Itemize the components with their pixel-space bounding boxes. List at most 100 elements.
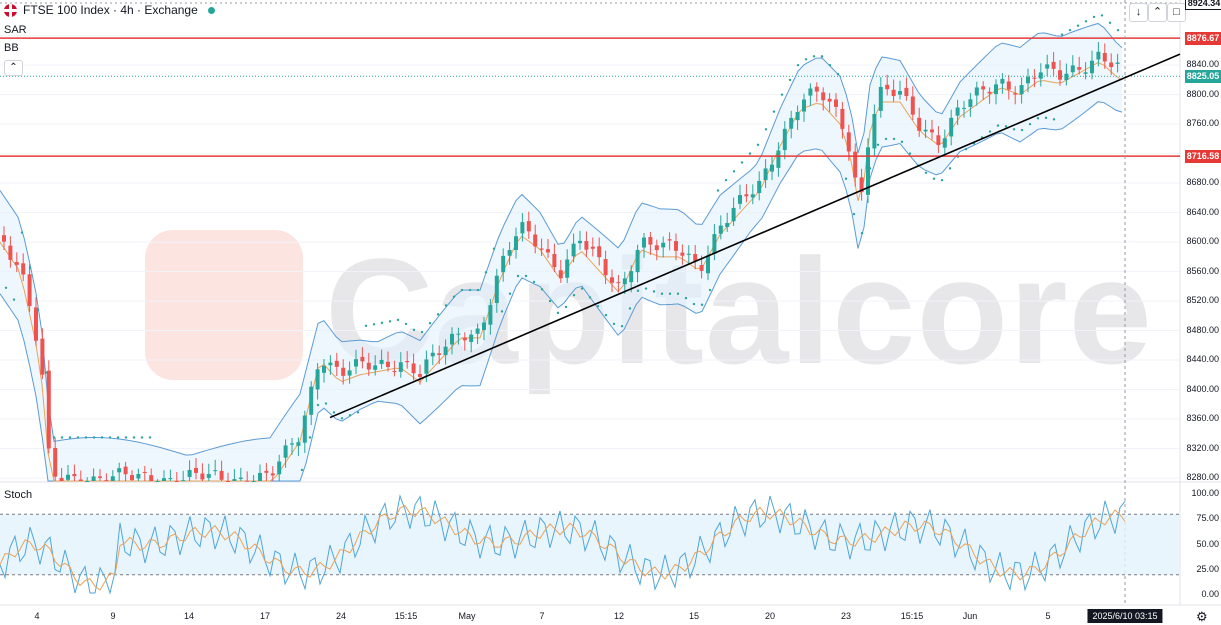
- candle-body: [142, 472, 147, 474]
- sar-dot: [828, 63, 832, 67]
- sar-dot: [396, 318, 400, 322]
- candle-body: [123, 466, 128, 475]
- sar-dot: [892, 137, 896, 141]
- candle-body: [405, 361, 410, 363]
- time-tick-label: 24: [335, 611, 347, 621]
- candle-body: [635, 249, 640, 273]
- sar-dot: [524, 274, 528, 278]
- sar-dot: [388, 320, 392, 323]
- sar-dot: [596, 305, 600, 308]
- candle-body: [66, 474, 70, 480]
- price-tick-label: 8480.00: [1186, 324, 1219, 335]
- candle-body: [53, 447, 58, 477]
- price-tick-label: 8520.00: [1186, 295, 1219, 306]
- candle-body: [296, 442, 301, 446]
- sar-dot: [300, 468, 304, 472]
- collapse-indicators-button[interactable]: ⌃: [4, 60, 23, 76]
- candle-body: [373, 365, 378, 370]
- candle-body: [418, 374, 422, 377]
- chart-legend: FTSE 100 Index · 4h · Exchange: [4, 3, 215, 17]
- collapse-pane-button[interactable]: ⌃: [1148, 3, 1167, 22]
- sar-dot: [844, 177, 848, 180]
- sar-dot: [876, 143, 880, 146]
- stoch-tick-label: 50.00: [1196, 538, 1219, 549]
- sar-dot: [604, 313, 608, 317]
- candle-body: [840, 108, 845, 129]
- candle-body: [334, 360, 339, 367]
- time-tick-label: 23: [840, 611, 852, 621]
- price-tick-label: 8440.00: [1186, 354, 1219, 365]
- candle-body: [258, 472, 262, 481]
- price-tick-label: 8320.00: [1186, 442, 1219, 453]
- top-price-tag: 8924.34: [1185, 0, 1221, 10]
- candle-body: [72, 474, 77, 477]
- candle-body: [674, 241, 678, 251]
- sar-dot: [924, 171, 928, 175]
- candle-body: [283, 445, 288, 458]
- time-tick-label: 17: [259, 611, 271, 621]
- sar-dot: [20, 231, 24, 234]
- market-status-icon: [207, 6, 215, 14]
- indicator-stoch[interactable]: Stoch: [4, 489, 33, 501]
- candle-body: [469, 334, 474, 342]
- candle-body: [302, 415, 307, 443]
- stoch-tick-label: 25.00: [1196, 563, 1219, 574]
- candle-body: [456, 333, 461, 335]
- last-price-tag: 8825.05: [1185, 70, 1221, 84]
- crosshair-time-label: 2025/6/10 03:15: [1087, 609, 1163, 623]
- candle-body: [482, 322, 486, 331]
- candle-body: [610, 277, 614, 283]
- settings-gear-icon[interactable]: ⚙: [1196, 609, 1208, 624]
- candle-body: [488, 305, 493, 325]
- time-tick-label: 12: [613, 611, 625, 621]
- scroll-down-button[interactable]: ↓: [1129, 3, 1148, 22]
- candle-body: [782, 128, 787, 151]
- candle-body: [155, 481, 160, 482]
- sar-dot: [732, 170, 736, 173]
- sar-dot: [340, 417, 344, 420]
- indicator-bb[interactable]: BB: [4, 42, 19, 54]
- candle-body: [546, 249, 550, 253]
- level-price-tag: 8876.67: [1185, 32, 1221, 46]
- uk-flag-icon: [4, 3, 17, 17]
- candle-body: [462, 337, 467, 341]
- sar-dot: [1108, 21, 1112, 24]
- candle-body: [898, 91, 902, 95]
- sar-dot: [996, 124, 1000, 127]
- chart-title[interactable]: FTSE 100 Index · 4h · Exchange: [23, 3, 198, 17]
- maximize-pane-button[interactable]: □: [1167, 3, 1186, 22]
- indicator-sar[interactable]: SAR: [4, 24, 27, 36]
- candle-body: [187, 469, 192, 477]
- candle-body: [360, 356, 365, 362]
- stoch-k-line: [0, 494, 1126, 595]
- candle-body: [392, 371, 397, 373]
- sar-dot: [836, 72, 840, 76]
- candle-body: [366, 362, 371, 370]
- sar-dot: [444, 304, 448, 307]
- candle-body: [78, 479, 83, 481]
- candle-body: [578, 240, 582, 244]
- candle-body: [130, 475, 134, 481]
- sar-dot: [652, 290, 656, 293]
- candle-body: [14, 262, 19, 265]
- sar-dot: [860, 232, 864, 235]
- candle-body: [590, 246, 595, 249]
- sar-dot: [804, 58, 808, 61]
- candle-body: [571, 243, 576, 257]
- price-tick-label: 8640.00: [1186, 206, 1219, 217]
- candle-body: [891, 89, 896, 97]
- sar-dot: [884, 137, 888, 141]
- stoch-tick-label: 75.00: [1196, 513, 1219, 524]
- sar-dot: [764, 128, 768, 131]
- price-tick-label: 8760.00: [1186, 118, 1219, 129]
- candle-body: [885, 84, 890, 90]
- trend-line: [329, 53, 1181, 419]
- candle-body: [584, 241, 589, 250]
- sar-dot: [708, 288, 712, 292]
- candle-body: [533, 234, 538, 247]
- candle-body: [981, 86, 986, 90]
- sar-dot: [668, 292, 672, 295]
- candle-body: [475, 328, 480, 334]
